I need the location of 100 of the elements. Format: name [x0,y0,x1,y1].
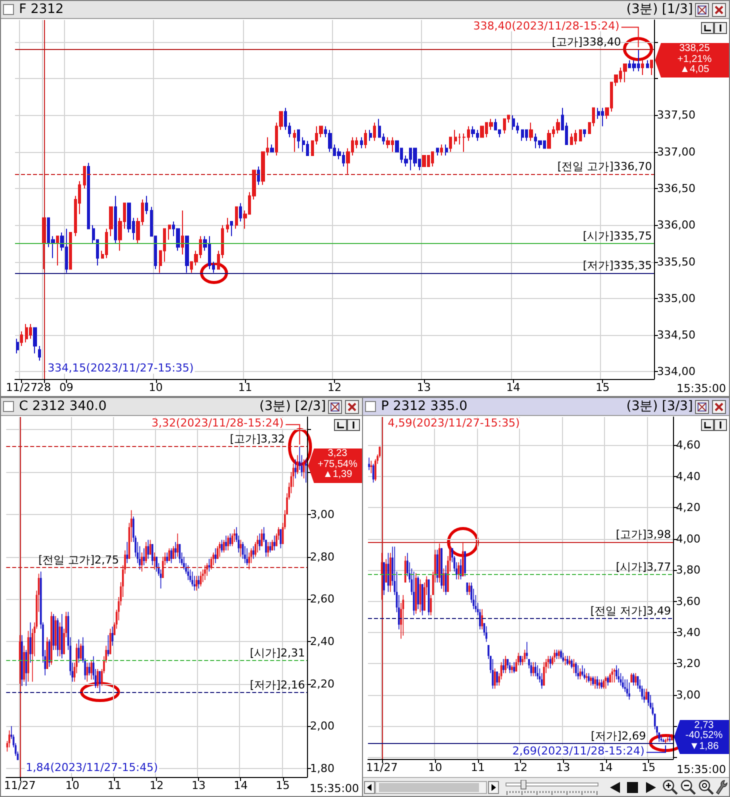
candlestick [386,136,390,149]
y-tick-label: 335,50 [657,255,696,268]
annotation: 1,84(2023/11/27-15:45) [26,761,158,774]
candlestick [566,656,568,666]
x-tick-label: 13 [556,761,570,774]
annotation: 3,32(2023/11/28-15:24) [151,416,284,430]
candlestick [90,660,92,680]
candlestick [622,676,624,690]
ref-line-label: [저가]2,16 [250,678,305,692]
candlestick [368,457,370,470]
candlestick [191,571,194,587]
candlestick [496,671,498,686]
candlestick [174,542,176,560]
ref-line-label: [시가]335,75 [582,229,652,242]
x-tick-label: 10 [148,381,163,394]
candlestick [650,60,653,76]
candlestick [244,546,246,564]
x-tick-label: 12 [513,761,528,774]
candlestick [105,228,108,259]
candlestick [413,148,417,168]
candlestick [234,528,236,542]
candlestick [172,546,174,560]
candlestick [601,107,604,127]
candlestick [430,594,432,616]
chart-subtitle: (3분) [3/3] [626,399,693,414]
x-tick-label: 11/27 [366,761,398,774]
candlestick [648,691,650,706]
candlestick [257,166,260,186]
candlestick [454,129,457,146]
candlestick [20,330,23,347]
annotation: 334,15(2023/11/27-15:35) [48,362,194,375]
candlestick [239,202,242,222]
candlestick [294,458,296,479]
candlestick [646,60,649,68]
candlestick [556,118,560,134]
y-tick-label: 334,00 [657,365,696,378]
candlestick [86,662,88,682]
candlestick [616,664,618,680]
x-tick-label: 13 [192,779,206,792]
candlestick [306,140,309,156]
ref-line-label: [저가]335,35 [582,258,652,272]
ref-line-label: [저가]2,69 [590,729,646,742]
candlestick [198,575,200,589]
y-tick-label: 2,00 [310,720,334,733]
candlestick [530,662,532,677]
candlestick [29,622,32,664]
candlestick [632,672,634,686]
x-tick-label: 11 [108,779,122,792]
candlestick [360,136,363,149]
ref-line-label: [시가]2,31 [250,646,305,660]
y-tick-label: 3,20 [676,657,700,670]
candlestick [445,144,448,156]
candlestick [558,649,560,660]
ref-line-label: [전일 저가]3,49 [590,604,671,618]
ref-line-label: [고가]3,98 [616,528,671,541]
candlestick [534,662,536,677]
x-tick-label: 11/27 [6,381,38,394]
x-tick-label: 28 [37,381,52,394]
candlestick [512,114,515,130]
candlestick [480,126,484,138]
x-tick-label: 09 [59,381,74,394]
chart-title: P 2312 335.0 [381,399,468,414]
text: 15:35:00 [310,782,360,795]
candlestick [521,129,524,142]
y-tick-label: 3,00 [676,688,700,702]
candlestick [145,542,147,564]
candlestick [154,552,156,570]
chart-subtitle: (3분) [1/3] [626,2,693,17]
x-tick-label: 13 [416,381,431,394]
candlestick [328,129,332,152]
candlestick [481,608,484,630]
x-tick-label: 11 [238,381,252,394]
candlestick [562,652,564,663]
candlestick [607,676,609,686]
candlestick [600,678,602,690]
candlestick [151,544,154,566]
price-tag: 3,23 +75,54% ▲1,39 [308,448,362,483]
candlestick [212,552,214,566]
candlestick [554,649,556,663]
candlestick [374,458,376,482]
y-tick-label: 2,20 [310,677,334,690]
y-tick-label: 4,00 [676,532,700,546]
candlestick [156,556,158,572]
candlestick [471,126,475,138]
y-tick-label: 3,40 [676,626,700,640]
candlestick [145,195,148,215]
y-tick-label: 337,00 [657,145,696,158]
candlestick [609,672,611,683]
candlestick [216,546,219,560]
candlestick [293,129,296,152]
candlestick [623,63,627,83]
candlestick [202,569,204,583]
candlestick [109,206,113,237]
candlestick [302,458,305,479]
candlestick [196,575,198,592]
candlestick [458,562,460,580]
candlestick [111,626,114,646]
ref-line-label: [전일 고가]2,75 [38,553,119,566]
candlestick [364,129,367,149]
candlestick [581,664,584,677]
